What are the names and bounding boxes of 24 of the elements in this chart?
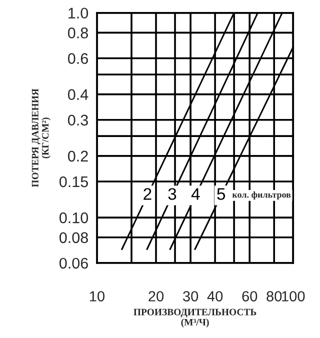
- x-tick-label: 30: [183, 291, 198, 302]
- x-tick-label: 80: [266, 291, 282, 302]
- series-label: 5: [217, 188, 226, 200]
- y-tick-label: 0.3: [68, 114, 88, 126]
- y-tick-label: 0.15: [59, 176, 88, 188]
- x-tick-label: 100: [282, 291, 305, 302]
- y-tick-label: 0.8: [68, 28, 88, 38]
- x-axis-title: ПРОИЗВОДИТЕЛЬНОСТЬ (М³/Ч): [134, 308, 256, 328]
- annotation: кол. фильтров: [232, 191, 291, 200]
- y-axis-title: ПОТЕРЯ ДАВЛЕНИЯ (КГ/СМ²): [32, 88, 51, 188]
- y-tick-label: 0.4: [68, 89, 88, 100]
- x-tick-label: 10: [90, 291, 104, 302]
- y-tick-label: 0.2: [68, 150, 88, 162]
- y-tick-label: 0.08: [59, 232, 88, 244]
- y-tick-label: 0.6: [68, 53, 88, 64]
- y-tick-label: 0.10: [59, 212, 88, 224]
- y-tick-label: 1.0: [68, 8, 88, 19]
- x-tick-label: 60: [242, 291, 258, 302]
- y-tick-label: 0.06: [59, 258, 88, 269]
- x-tick-label: 20: [148, 291, 164, 302]
- x-tick-label: 40: [207, 291, 223, 302]
- series-label: 4: [191, 188, 200, 200]
- series-label: 3: [168, 188, 176, 200]
- series-label: 2: [144, 188, 152, 200]
